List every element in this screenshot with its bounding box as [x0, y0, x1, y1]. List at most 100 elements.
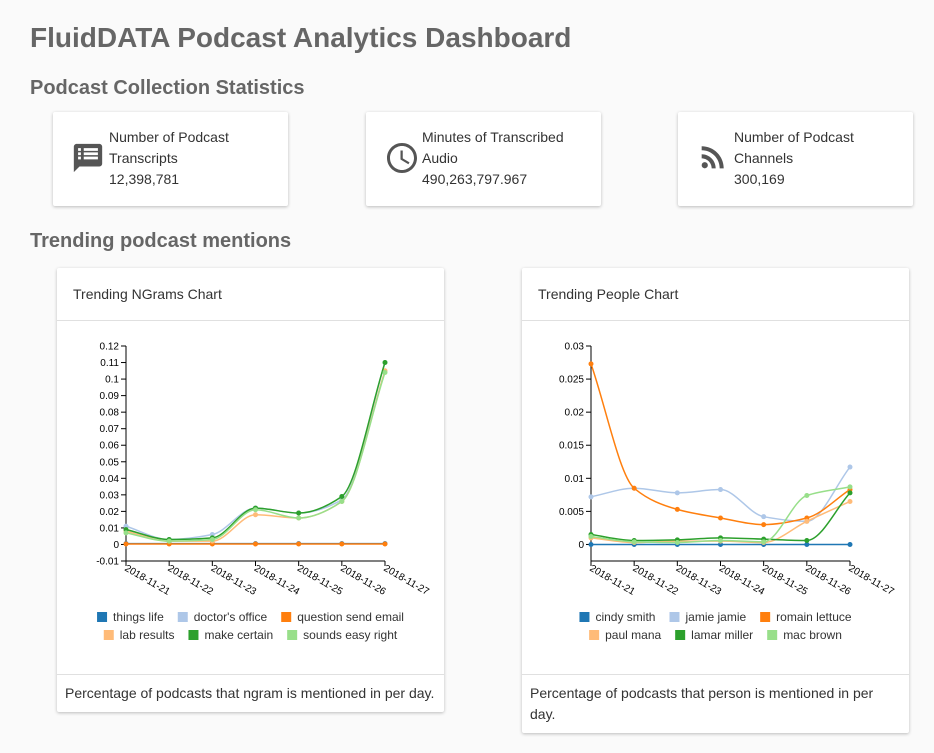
data-point — [761, 514, 767, 520]
data-point — [761, 539, 767, 545]
stat-label: Minutes of Transcribed Audio — [422, 129, 564, 166]
clock-icon — [387, 143, 417, 173]
x-tick-label: 2018-11-22 — [631, 563, 681, 598]
data-point — [339, 541, 345, 547]
legend-row: paul mana lamar miller mac brown — [589, 628, 842, 642]
y-tick-label: 0.015 — [559, 441, 584, 452]
legend-swatch — [675, 630, 686, 640]
data-point — [804, 518, 810, 524]
chart-caption: Percentage of podcasts that ngram is men… — [57, 674, 444, 712]
x-tick-label: 2018-11-23 — [209, 563, 259, 598]
data-point — [847, 498, 853, 504]
data-point — [718, 487, 723, 493]
data-point — [382, 360, 388, 366]
y-tick-label: 0.025 — [559, 375, 584, 386]
x-tick-label: 2018-11-25 — [760, 563, 810, 598]
data-point — [804, 537, 810, 543]
legend-label: jamie jamie — [684, 610, 746, 624]
data-point — [382, 369, 388, 375]
x-tick-label: 2018-11-26 — [338, 563, 388, 598]
data-point — [123, 530, 129, 536]
y-tick-label: 0.01 — [100, 523, 120, 534]
data-point — [253, 507, 258, 513]
data-point — [166, 538, 172, 544]
y-tick-label: 0.09 — [100, 391, 120, 402]
data-point — [588, 534, 594, 540]
data-point — [847, 484, 853, 490]
data-point — [253, 541, 258, 547]
series-line — [590, 486, 851, 544]
y-tick-label: 0.07 — [100, 424, 120, 435]
x-tick-label: 2018-11-26 — [803, 563, 853, 598]
x-tick-label: 2018-11-24 — [252, 563, 302, 598]
chart-title: Trending People Chart — [522, 268, 909, 321]
data-point — [382, 541, 388, 547]
series-line — [590, 363, 851, 526]
data-point — [296, 515, 302, 521]
y-tick-label: 0 — [578, 540, 584, 551]
data-point — [631, 539, 637, 545]
data-point — [847, 541, 853, 547]
stat-card: Number of Podcast Transcripts 12,398,781 — [53, 112, 288, 206]
y-tick-label: -0.01 — [96, 557, 119, 568]
chart: 00.0050.010.0150.020.0250.032018-11-2120… — [559, 342, 897, 643]
y-tick-label: 0.01 — [565, 474, 585, 485]
data-point — [631, 485, 637, 491]
data-point — [588, 361, 594, 367]
y-tick-label: 0.04 — [100, 474, 120, 485]
data-point — [718, 537, 723, 543]
chart-card: Trending NGrams Chart -0.01 0 0.01 0.02 0.03… — [57, 268, 444, 712]
y-tick-label: 0.05 — [100, 457, 120, 468]
legend-row: lab results make certain sounds easy right — [103, 628, 398, 642]
stat-label: Number of Podcast Transcripts — [109, 129, 229, 166]
data-point — [804, 541, 810, 547]
stat-value: 300,169 — [734, 171, 785, 187]
data-point — [718, 515, 723, 521]
stat-label: Number of Podcast Channels — [734, 129, 854, 166]
stat-value: 12,398,781 — [109, 171, 180, 187]
legend-swatch — [103, 630, 114, 640]
legend-label: lab results — [120, 628, 175, 642]
legend-swatch — [589, 630, 600, 640]
legend-label: lamar miller — [691, 628, 753, 642]
data-point — [761, 522, 767, 528]
y-tick-label: 0 — [113, 540, 119, 551]
data-point — [674, 539, 680, 545]
legend-label: cindy smith — [595, 610, 655, 624]
y-tick-label: 0.1 — [105, 375, 119, 386]
transcripts-icon — [73, 143, 103, 173]
y-tick-label: 0.005 — [559, 507, 584, 518]
legend-label: things life — [113, 610, 164, 624]
legend-label: sounds easy right — [303, 628, 398, 642]
page-title: FluidDATA Podcast Analytics Dashboard — [30, 22, 572, 53]
y-tick-label: 0.02 — [565, 408, 585, 419]
data-point — [296, 541, 302, 547]
data-point — [296, 510, 302, 516]
section-title: Podcast Collection Statistics — [30, 77, 305, 99]
data-point — [847, 490, 853, 496]
x-tick-label: 2018-11-27 — [847, 563, 897, 598]
chart: -0.01 0 0.01 0.02 0.03 0.04 0.05 0.06 0.07 0.08 0.… — [96, 342, 432, 643]
legend-label: question send email — [297, 610, 404, 624]
stat-card: Minutes of Transcribed Audio 490,263,797.… — [366, 112, 601, 206]
y-tick-label: 0.03 — [100, 490, 120, 501]
legend-row: cindy smith jamie jamie romain lettuce — [579, 610, 852, 624]
stat-card: Number of Podcast Channels 300,169 — [678, 112, 913, 206]
legend-label: mac brown — [783, 628, 842, 642]
legend-swatch — [760, 612, 771, 622]
legend-label: doctor's office — [194, 610, 268, 624]
y-tick-label: 0.11 — [100, 358, 119, 369]
x-tick-label: 2018-11-23 — [674, 563, 724, 598]
x-tick-label: 2018-11-22 — [166, 563, 216, 598]
data-point — [804, 493, 810, 499]
legend-swatch — [669, 612, 680, 622]
x-tick-label: 2018-11-27 — [382, 563, 432, 598]
legend-swatch — [287, 630, 298, 640]
stat-value: 490,263,797.967 — [422, 171, 528, 187]
legend-label: paul mana — [605, 628, 661, 642]
y-tick-label: 0.06 — [100, 441, 120, 452]
legend-swatch — [281, 612, 292, 622]
data-point — [123, 541, 129, 547]
data-point — [588, 541, 594, 547]
